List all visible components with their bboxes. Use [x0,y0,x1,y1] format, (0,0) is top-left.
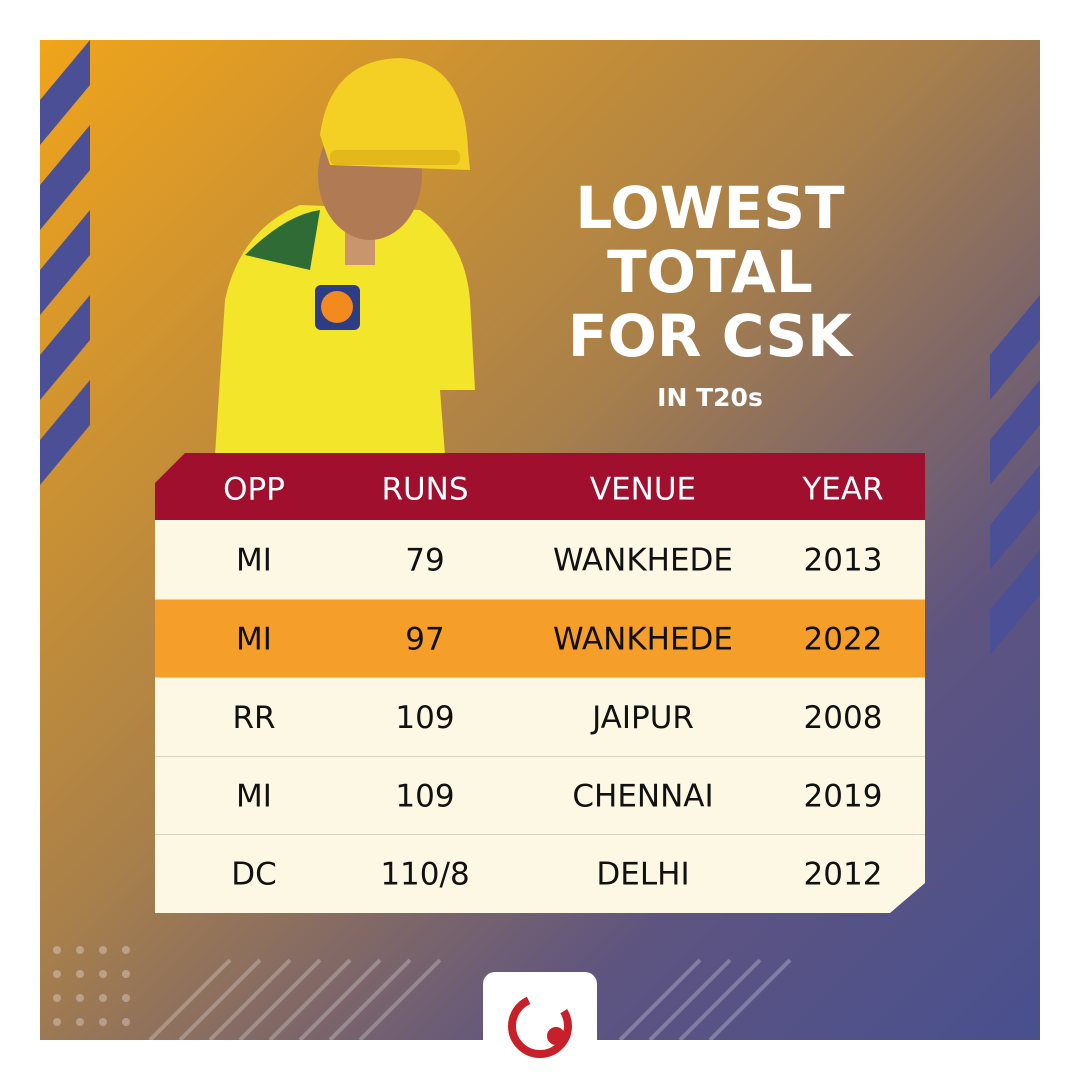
table-cell: 2022 [804,622,883,658]
table-cell: WANKHEDE [553,622,733,658]
table-cell: 97 [405,622,444,658]
table-cell: CHENNAI [572,779,713,815]
table-cell: 2013 [804,543,883,579]
table-row-bg [155,757,925,835]
table-cell: RR [232,700,275,736]
subtitle: IN T20s [657,383,763,412]
column-header: VENUE [590,472,696,508]
table-cell: 109 [395,700,454,736]
table-cell: DELHI [596,857,689,893]
stats-table: OPP RUNS VENUE YEAR MI 79 WANKHEDE 2013 MI 97 WANK… [155,453,925,913]
table-cell: 79 [405,543,444,579]
table-cell: MI [236,543,272,579]
table-cell: 110/8 [380,857,469,893]
table-cell: MI [236,779,272,815]
table-row-bg [155,600,925,678]
table-row-bg [155,678,925,757]
column-header: OPP [223,472,285,508]
logo [483,972,597,1084]
table-header-bg [155,453,925,520]
title-line: LOWEST [575,174,845,242]
decor-hatch [148,958,792,1040]
table-cell: WANKHEDE [553,543,733,579]
decor-stripes [40,40,1040,655]
decor-dots [53,946,130,1026]
table-cell: DC [231,857,277,893]
table-cell: MI [236,622,272,658]
table-cell: 109 [395,779,454,815]
table-row-bg [155,520,925,600]
player-illustration [215,58,475,455]
table-cell: JAIPUR [590,700,694,736]
table-cell: 2012 [804,857,883,893]
column-header: YEAR [801,472,883,508]
table-cell: 2008 [804,700,883,736]
column-header: RUNS [381,472,468,508]
table-cell: 2019 [804,779,883,815]
title-line: FOR CSK [568,302,854,370]
title-block: LOWEST TOTAL FOR CSK IN T20s [568,174,854,412]
table-row-bg [155,835,925,913]
title-line: TOTAL [607,238,813,306]
